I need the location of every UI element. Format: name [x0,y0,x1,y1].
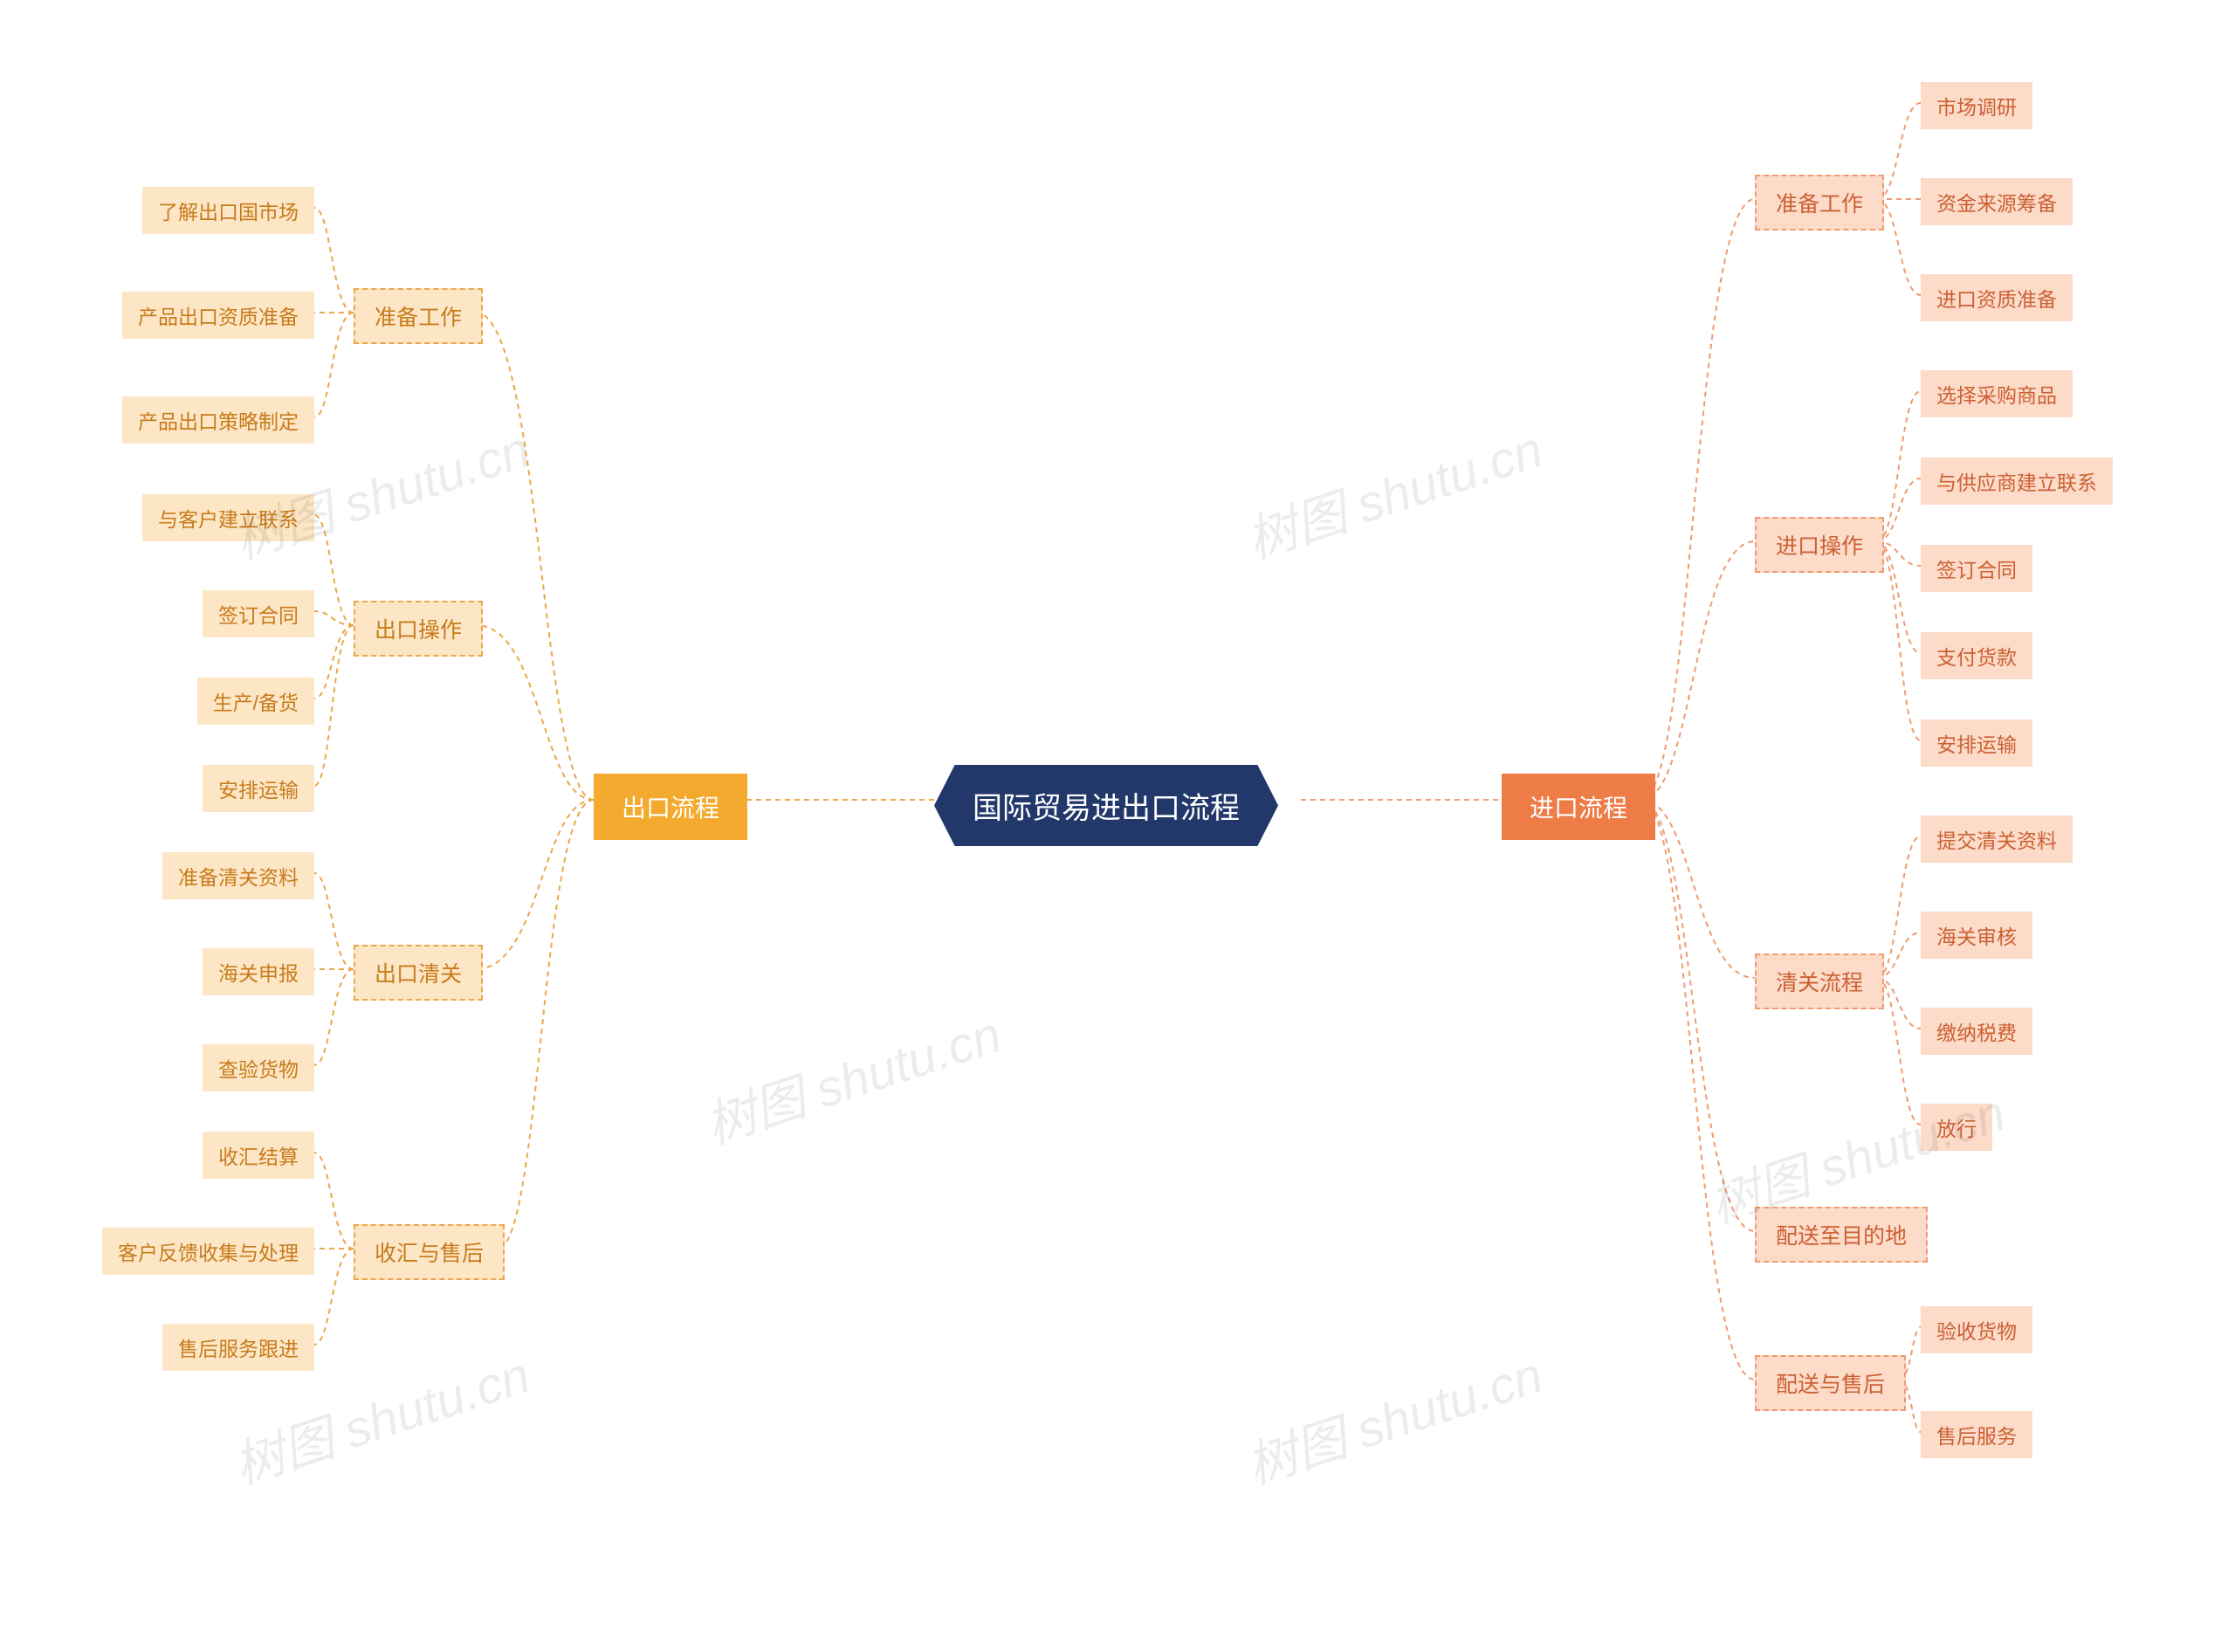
export-group-ops[interactable]: 出口操作 [354,601,483,657]
import-leaf[interactable]: 验收货物 [1921,1306,2032,1353]
import-leaf[interactable]: 海关审核 [1921,912,2032,959]
import-leaf[interactable]: 进口资质准备 [1921,274,2073,321]
import-group-prep[interactable]: 准备工作 [1755,175,1884,231]
export-leaf[interactable]: 准备清关资料 [162,852,314,899]
export-leaf[interactable]: 查验货物 [203,1044,314,1091]
export-leaf[interactable]: 收汇结算 [203,1132,314,1179]
export-leaf[interactable]: 生产/备货 [197,678,314,725]
import-leaf[interactable]: 资金来源筹备 [1921,178,2073,225]
import-leaf[interactable]: 放行 [1921,1104,1992,1151]
export-leaf[interactable]: 签订合同 [203,590,314,637]
import-leaf[interactable]: 与供应商建立联系 [1921,458,2113,505]
import-group-after[interactable]: 配送与售后 [1755,1355,1906,1411]
mindmap-canvas: 国际贸易进出口流程 出口流程 进口流程 准备工作 出口操作 出口清关 收汇与售后… [0,0,2235,1652]
import-leaf[interactable]: 选择采购商品 [1921,370,2073,417]
export-group-after[interactable]: 收汇与售后 [354,1224,505,1280]
import-leaf[interactable]: 缴纳税费 [1921,1008,2032,1055]
branch-import[interactable]: 进口流程 [1502,774,1655,840]
import-leaf[interactable]: 市场调研 [1921,82,2032,129]
watermark: 树图 shutu.cn [1236,1334,1551,1498]
import-leaf[interactable]: 提交清关资料 [1921,816,2073,863]
export-leaf[interactable]: 了解出口国市场 [142,187,314,234]
import-leaf[interactable]: 支付货款 [1921,632,2032,679]
export-leaf[interactable]: 客户反馈收集与处理 [102,1228,314,1275]
export-leaf[interactable]: 售后服务跟进 [162,1324,314,1371]
export-group-clear[interactable]: 出口清关 [354,945,483,1001]
watermark: 树图 shutu.cn [695,994,1009,1158]
import-group-clear[interactable]: 清关流程 [1755,953,1884,1009]
import-leaf[interactable]: 签订合同 [1921,545,2032,592]
import-group-deliver[interactable]: 配送至目的地 [1755,1207,1928,1263]
watermark: 树图 shutu.cn [1236,409,1551,573]
export-leaf[interactable]: 与客户建立联系 [142,494,314,541]
import-leaf[interactable]: 安排运输 [1921,719,2032,767]
import-group-ops[interactable]: 进口操作 [1755,517,1884,573]
export-group-prep[interactable]: 准备工作 [354,288,483,344]
import-leaf[interactable]: 售后服务 [1921,1411,2032,1458]
export-leaf[interactable]: 产品出口策略制定 [122,396,314,444]
root-node[interactable]: 国际贸易进出口流程 [934,765,1278,846]
export-leaf[interactable]: 安排运输 [203,765,314,812]
export-leaf[interactable]: 产品出口资质准备 [122,292,314,339]
export-leaf[interactable]: 海关申报 [203,948,314,995]
branch-export[interactable]: 出口流程 [594,774,747,840]
